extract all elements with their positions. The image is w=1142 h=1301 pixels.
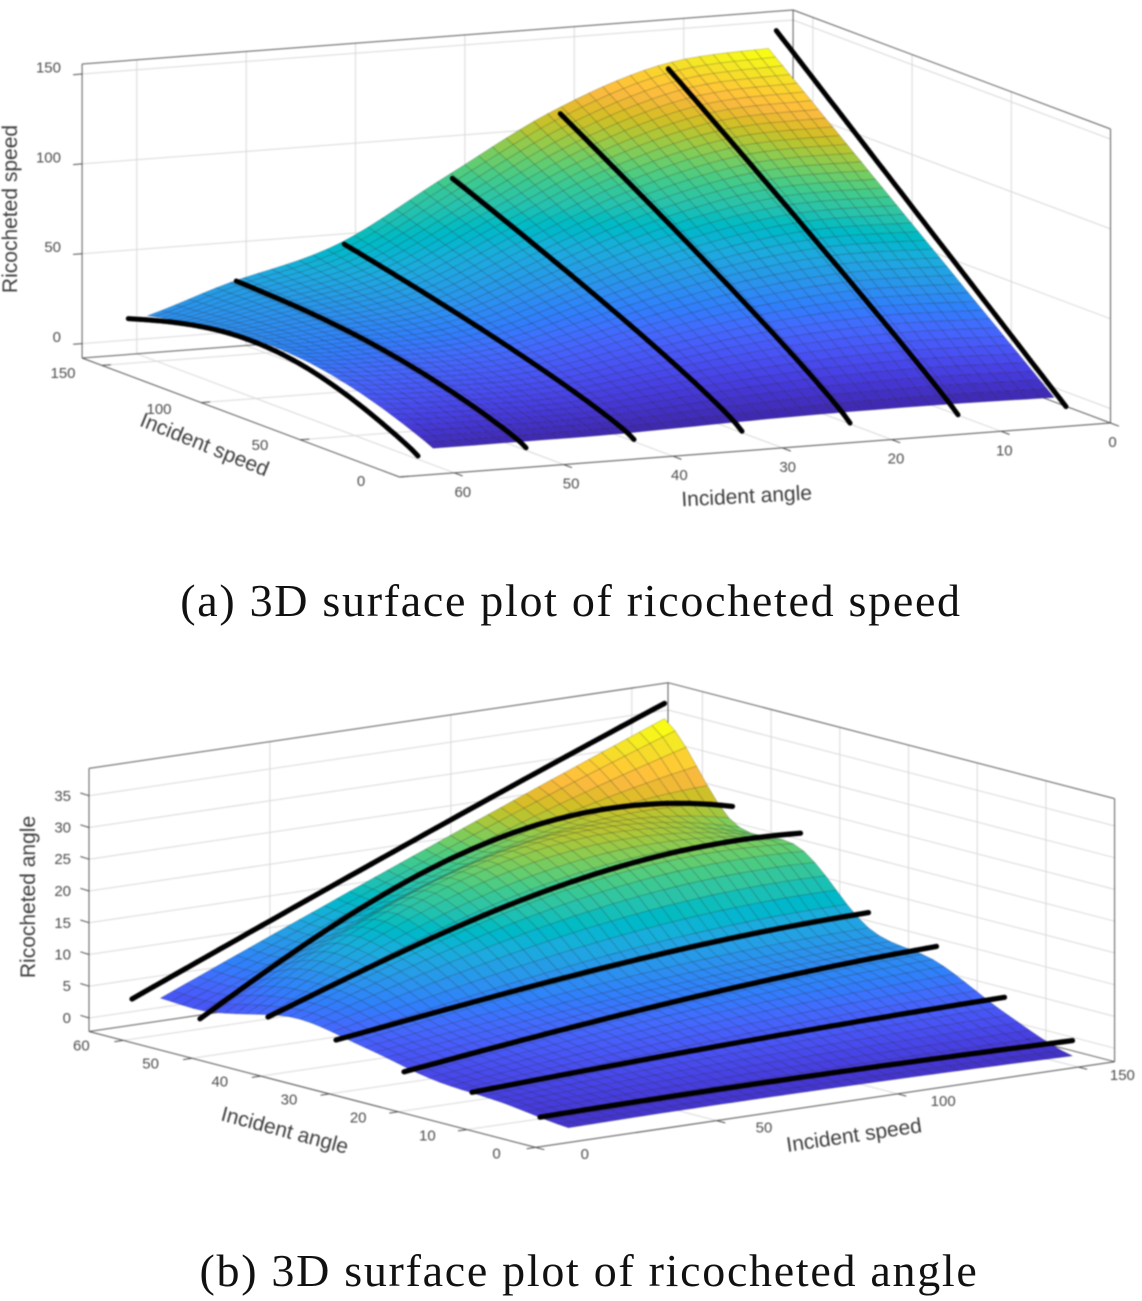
svg-text:0: 0 [581, 1146, 589, 1163]
svg-text:Incident speed: Incident speed [785, 1114, 924, 1157]
svg-text:0: 0 [63, 1010, 71, 1027]
svg-text:35: 35 [54, 788, 71, 805]
svg-text:30: 30 [281, 1092, 298, 1109]
svg-text:Ricocheted angle: Ricocheted angle [17, 816, 40, 978]
svg-text:30: 30 [779, 459, 796, 476]
svg-text:50: 50 [252, 437, 269, 454]
svg-text:0: 0 [53, 329, 61, 346]
svg-text:50: 50 [756, 1120, 773, 1137]
svg-text:40: 40 [211, 1074, 228, 1091]
svg-text:40: 40 [671, 467, 688, 484]
svg-text:25: 25 [54, 851, 71, 868]
svg-text:20: 20 [54, 883, 71, 900]
svg-text:0: 0 [357, 473, 365, 490]
svg-text:150: 150 [36, 60, 61, 77]
svg-text:60: 60 [73, 1038, 90, 1055]
svg-text:60: 60 [454, 484, 471, 501]
svg-text:10: 10 [996, 442, 1013, 459]
svg-text:150: 150 [50, 365, 75, 382]
svg-text:50: 50 [563, 476, 580, 493]
svg-text:50: 50 [142, 1056, 159, 1073]
svg-text:0: 0 [492, 1145, 500, 1162]
svg-text:5: 5 [63, 978, 71, 995]
svg-text:150: 150 [1110, 1067, 1135, 1084]
svg-text:100: 100 [931, 1093, 956, 1110]
svg-text:Incident angle: Incident angle [681, 482, 813, 512]
svg-text:Ricocheted speed: Ricocheted speed [0, 125, 22, 293]
svg-text:50: 50 [44, 239, 61, 256]
svg-text:20: 20 [350, 1110, 367, 1127]
svg-text:15: 15 [54, 915, 71, 932]
svg-text:0: 0 [1108, 434, 1116, 451]
svg-text:100: 100 [146, 401, 171, 418]
svg-text:30: 30 [54, 820, 71, 837]
svg-text:10: 10 [54, 947, 71, 964]
svg-text:20: 20 [888, 451, 905, 468]
svg-text:100: 100 [36, 149, 61, 166]
svg-text:Incident angle: Incident angle [219, 1103, 351, 1159]
svg-text:10: 10 [419, 1128, 436, 1145]
